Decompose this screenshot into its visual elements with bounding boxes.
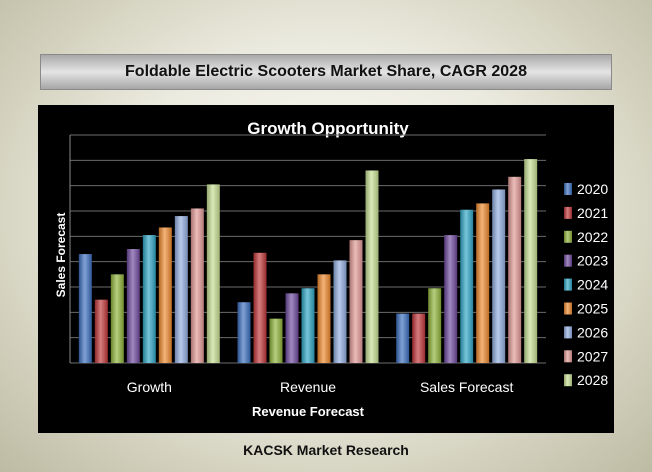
bar-2022-sales-forecast [428, 288, 442, 363]
legend-swatch-2022 [564, 230, 572, 243]
legend-label-2026: 2026 [577, 324, 608, 340]
legend-swatch-2027 [564, 350, 572, 363]
bar-2023-sales-forecast [444, 235, 458, 363]
bar-2028-sales-forecast [524, 159, 538, 363]
x-tick-label: Growth [127, 379, 172, 395]
x-tick-label: Revenue [280, 379, 336, 395]
bar-2026-revenue [333, 260, 347, 363]
chart-panel: Growth Opportunity Sales Forecast Revenu… [38, 105, 614, 433]
legend-label-2020: 2020 [577, 181, 608, 197]
legend-label-2023: 2023 [577, 253, 608, 269]
bar-2028-revenue [365, 170, 379, 363]
bar-2020-revenue [237, 302, 251, 363]
bar-2026-growth [174, 216, 188, 363]
legend-label-2027: 2027 [577, 348, 608, 364]
bar-2025-growth [158, 227, 172, 363]
bar-2025-revenue [317, 274, 331, 363]
legend-label-2028: 2028 [577, 372, 608, 388]
bar-2021-revenue [253, 252, 267, 363]
page-title: Foldable Electric Scooters Market Share,… [40, 54, 612, 90]
bar-2027-growth [190, 208, 204, 363]
bar-2023-growth [126, 249, 140, 363]
chart-title: Growth Opportunity [247, 119, 409, 138]
bar-2020-sales-forecast [396, 313, 410, 363]
legend-swatch-2025 [564, 302, 572, 315]
bar-2028-growth [206, 184, 220, 363]
legend-swatch-2024 [564, 278, 572, 291]
x-tick-label: Sales Forecast [420, 379, 513, 395]
bar-2023-revenue [285, 293, 299, 363]
legend-label-2021: 2021 [577, 205, 608, 221]
legend-swatch-2028 [564, 374, 572, 387]
bar-2027-revenue [349, 240, 363, 363]
legend-swatch-2026 [564, 326, 572, 339]
bar-chart: Growth Opportunity Sales Forecast Revenu… [54, 119, 608, 419]
legend-label-2025: 2025 [577, 301, 608, 317]
legend-swatch-2020 [564, 183, 572, 195]
bar-2022-growth [110, 274, 124, 363]
legend-swatch-2021 [564, 206, 572, 219]
bar-2027-sales-forecast [508, 176, 522, 363]
footer-source: KACSK Market Research [243, 442, 409, 458]
bar-2022-revenue [269, 318, 283, 363]
bar-2024-sales-forecast [460, 209, 474, 363]
bar-2021-growth [94, 299, 108, 363]
bar-2024-revenue [301, 288, 315, 363]
bar-2024-growth [142, 235, 156, 363]
bar-2020-growth [78, 254, 92, 363]
bar-2026-sales-forecast [492, 189, 506, 363]
y-axis-label: Sales Forecast [54, 213, 68, 298]
bar-2025-sales-forecast [476, 203, 490, 363]
legend-label-2022: 2022 [577, 229, 608, 245]
x-axis-label: Revenue Forecast [252, 404, 365, 419]
legend-label-2024: 2024 [577, 277, 608, 293]
legend-swatch-2023 [564, 254, 572, 267]
bar-2021-sales-forecast [412, 313, 426, 363]
